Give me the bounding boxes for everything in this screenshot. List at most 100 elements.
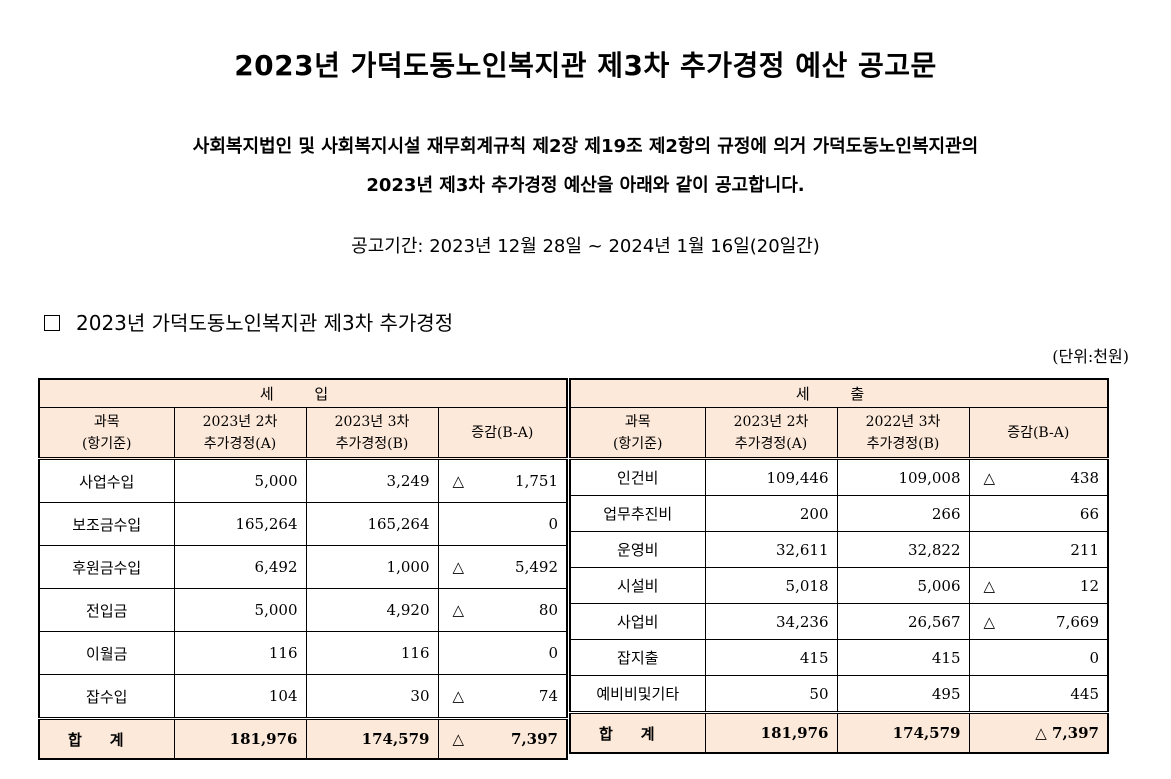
decrease-triangle-icon: △ <box>983 468 996 487</box>
table-row: 잡지출 415 415 0 <box>569 639 1109 676</box>
row-diff-value: 0 <box>1089 648 1099 667</box>
row-item-name: 인건비 <box>569 457 706 496</box>
section-heading-text: 2023년 가덕도동노인복지관 제3차 추가경정 <box>76 311 454 335</box>
expense-total-diff: △ 7,397 <box>968 711 1109 754</box>
income-total-label: 합계 <box>38 717 175 760</box>
table-row: 잡수입 104 30 △ 74 <box>38 674 568 719</box>
row-diff-amount: △ 80 <box>437 588 568 632</box>
expense-header-curr: 2022년 3차 추가경정(B) <box>836 407 970 459</box>
row-prev-amount: 5,018 <box>704 567 838 604</box>
table-row: 후원금수입 6,492 1,000 △ 5,492 <box>38 545 568 589</box>
row-prev-amount: 5,000 <box>173 457 307 503</box>
row-prev-amount: 116 <box>173 631 307 675</box>
section-heading: 2023년 가덕도동노인복지관 제3차 추가경정 <box>44 307 453 336</box>
row-diff-amount: △ 12 <box>968 567 1109 604</box>
row-diff-value: 74 <box>538 687 558 705</box>
row-diff-amount: 211 <box>968 531 1109 568</box>
expense-total-label: 합계 <box>569 711 706 754</box>
expense-header-item: 과목 (항기준) <box>569 407 706 459</box>
row-diff-amount: 0 <box>968 639 1109 676</box>
table-row: 인건비 109,446 109,008 △ 438 <box>569 457 1109 496</box>
row-curr-amount: 266 <box>836 495 970 532</box>
row-diff-value: 5,492 <box>515 558 558 576</box>
table-row: 전입금 5,000 4,920 △ 80 <box>38 588 568 632</box>
row-curr-amount: 495 <box>836 675 970 713</box>
expense-total-row: 합계 181,976 174,579 △ 7,397 <box>569 711 1109 754</box>
row-diff-value: 66 <box>1079 504 1099 523</box>
row-diff-value: 12 <box>1079 576 1099 595</box>
row-diff-value: 438 <box>1070 468 1099 487</box>
table-row: 업무추진비 200 266 66 <box>569 495 1109 532</box>
row-prev-amount: 415 <box>704 639 838 676</box>
row-diff-amount: △ 5,492 <box>437 545 568 589</box>
row-prev-amount: 5,000 <box>173 588 307 632</box>
row-prev-amount: 165,264 <box>173 502 307 546</box>
row-diff-amount: △ 1,751 <box>437 457 568 503</box>
unit-label: (단위:천원) <box>1052 347 1129 366</box>
income-header-diff: 증감(B-A) <box>437 407 568 459</box>
income-header-prev: 2023년 2차 추가경정(A) <box>173 407 307 459</box>
row-curr-amount: 32,822 <box>836 531 970 568</box>
row-prev-amount: 32,611 <box>704 531 838 568</box>
expense-section-label: 세 출 <box>569 378 1109 408</box>
row-item-name: 후원금수입 <box>38 545 175 589</box>
row-curr-amount: 5,006 <box>836 567 970 604</box>
row-diff-amount: △ 438 <box>968 457 1109 496</box>
row-item-name: 보조금수입 <box>38 502 175 546</box>
table-row: 시설비 5,018 5,006 △ 12 <box>569 567 1109 604</box>
income-total-row: 합계 181,976 174,579 △ 7,397 <box>38 717 568 760</box>
row-diff-amount: 0 <box>437 631 568 675</box>
expense-total-b: 174,579 <box>836 711 970 754</box>
row-prev-amount: 50 <box>704 675 838 713</box>
decrease-triangle-icon: △ <box>452 687 465 705</box>
decrease-triangle-icon: △ <box>983 576 996 595</box>
row-item-name: 사업수입 <box>38 457 175 503</box>
decrease-triangle-icon: △ <box>452 558 465 576</box>
income-total-a: 181,976 <box>173 717 307 760</box>
row-curr-amount: 165,264 <box>305 502 439 546</box>
square-bullet-icon <box>44 315 60 331</box>
expense-table: 세 출 과목 (항기준) 2023년 2차 추가경정(A) 2022년 3차 추가경정… <box>569 378 1109 754</box>
page-title: 2023년 가덕도동노인복지관 제3차 추가경정 예산 공고문 <box>234 49 937 82</box>
table-row: 사업비 34,236 26,567 △ 7,669 <box>569 603 1109 640</box>
row-curr-amount: 1,000 <box>305 545 439 589</box>
decrease-triangle-icon: △ <box>983 612 996 631</box>
row-item-name: 운영비 <box>569 531 706 568</box>
row-prev-amount: 104 <box>173 674 307 719</box>
intro-line-1: 사회복지법인 및 사회복지시설 재무회계규칙 제2장 제19조 제2항의 규정에… <box>192 136 979 157</box>
table-row: 이월금 116 116 0 <box>38 631 568 675</box>
row-item-name: 업무추진비 <box>569 495 706 532</box>
row-prev-amount: 109,446 <box>704 457 838 496</box>
expense-header-row: 과목 (항기준) 2023년 2차 추가경정(A) 2022년 3차 추가경정(B) … <box>569 407 1109 459</box>
row-curr-amount: 3,249 <box>305 457 439 503</box>
row-diff-amount: △ 74 <box>437 674 568 719</box>
table-row: 예비비및기타 50 495 445 <box>569 675 1109 713</box>
row-diff-value: 7,669 <box>1056 612 1099 631</box>
row-curr-amount: 109,008 <box>836 457 970 496</box>
row-diff-amount: 66 <box>968 495 1109 532</box>
row-item-name: 이월금 <box>38 631 175 675</box>
table-row: 보조금수입 165,264 165,264 0 <box>38 502 568 546</box>
income-table: 세 입 과목 (항기준) 2023년 2차 추가경정(A) 2023년 3차 추가경정… <box>38 378 568 760</box>
row-curr-amount: 116 <box>305 631 439 675</box>
row-diff-amount: 445 <box>968 675 1109 713</box>
table-row: 사업수입 5,000 3,249 △ 1,751 <box>38 457 568 503</box>
row-item-name: 예비비및기타 <box>569 675 706 713</box>
row-item-name: 잡지출 <box>569 639 706 676</box>
income-header-row: 과목 (항기준) 2023년 2차 추가경정(A) 2023년 3차 추가경정(B) … <box>38 407 568 459</box>
row-item-name: 전입금 <box>38 588 175 632</box>
row-curr-amount: 415 <box>836 639 970 676</box>
row-item-name: 사업비 <box>569 603 706 640</box>
income-header-curr: 2023년 3차 추가경정(B) <box>305 407 439 459</box>
decrease-triangle-icon: △ <box>452 601 465 619</box>
decrease-triangle-icon: △ <box>452 472 465 490</box>
row-diff-value: 0 <box>548 515 558 533</box>
income-header-item: 과목 (항기준) <box>38 407 175 459</box>
row-curr-amount: 26,567 <box>836 603 970 640</box>
row-diff-value: 1,751 <box>515 472 558 490</box>
row-diff-value: 445 <box>1070 684 1099 703</box>
expense-total-a: 181,976 <box>704 711 838 754</box>
row-curr-amount: 30 <box>305 674 439 719</box>
row-curr-amount: 4,920 <box>305 588 439 632</box>
intro-line-2: 2023년 제3차 추가경정 예산을 아래와 같이 공고합니다. <box>366 175 805 196</box>
